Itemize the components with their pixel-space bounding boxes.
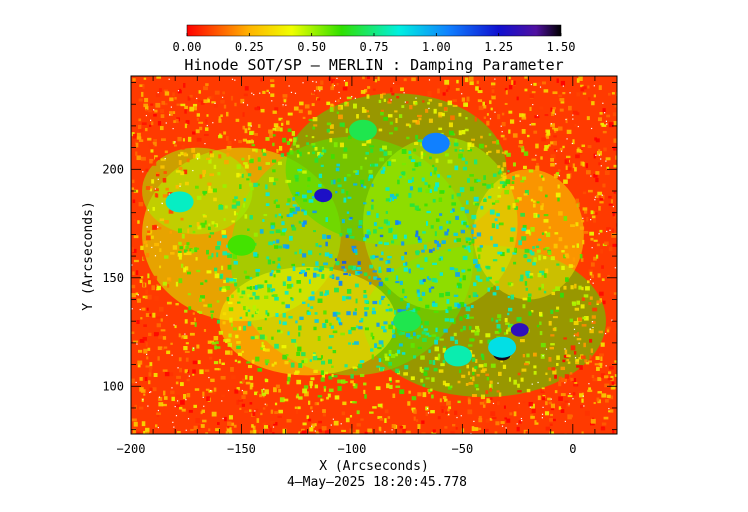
- timestamp-footer: 4–May–2025 18:20:45.778: [287, 475, 467, 490]
- feature-mark: [510, 323, 529, 337]
- feature-mark: [488, 336, 517, 358]
- feature-mark: [393, 310, 422, 332]
- y-tick-label: 150: [102, 271, 124, 285]
- y-axis-title: Y (Arcseconds): [81, 201, 96, 311]
- colorbar-tick-label: 1.25: [484, 40, 513, 54]
- y-tick-label: 200: [102, 162, 124, 176]
- x-tick-label: −200: [117, 442, 146, 456]
- x-tick-label: −100: [337, 442, 366, 456]
- feature-mark: [314, 188, 333, 203]
- colorbar-tick-label: 0.50: [297, 40, 326, 54]
- y-axis: 100 150 200: [102, 82, 617, 431]
- colorbar-tick-label: 0.75: [360, 40, 389, 54]
- colorbar-tick-label: 0.00: [173, 40, 202, 54]
- colorbar-tick-label: 0.25: [235, 40, 264, 54]
- colorbar-ticks: 0.00 0.25 0.50 0.75 1.00 1.25 1.50: [173, 33, 576, 54]
- x-axis-title: X (Arcseconds): [319, 459, 429, 474]
- feature-mark: [227, 234, 256, 256]
- x-tick-label: 0: [569, 442, 576, 456]
- x-tick-label: −150: [227, 442, 256, 456]
- feature-mark: [165, 191, 194, 213]
- colorbar-tick-label: 1.50: [547, 40, 576, 54]
- feature-mark: [421, 132, 450, 154]
- feature-mark: [348, 119, 377, 141]
- x-tick-label: −50: [452, 442, 474, 456]
- x-axis: −200 −150 −100 −50 0: [117, 76, 618, 456]
- heatmap-image: [131, 76, 617, 434]
- y-tick-label: 100: [102, 379, 124, 393]
- chart-title: Hinode SOT/SP – MERLIN : Damping Paramet…: [184, 56, 563, 74]
- feature-mark: [443, 345, 472, 367]
- colorbar-tick-label: 1.00: [422, 40, 451, 54]
